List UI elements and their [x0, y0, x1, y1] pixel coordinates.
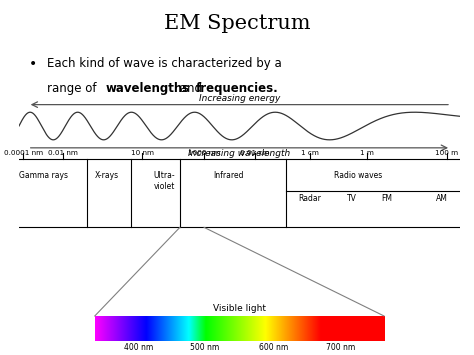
Text: Gamma rays: Gamma rays: [18, 171, 68, 180]
Text: 1 m: 1 m: [360, 150, 374, 156]
Text: range of: range of: [47, 82, 100, 95]
Text: Ultra-
violet: Ultra- violet: [154, 171, 175, 191]
Text: X-rays: X-rays: [95, 171, 119, 180]
Text: 700 nm: 700 nm: [326, 343, 355, 351]
Text: TV: TV: [347, 194, 357, 203]
Text: 0.01 nm: 0.01 nm: [48, 150, 78, 156]
Text: 10 nm: 10 nm: [131, 150, 154, 156]
Text: EM Spectrum: EM Spectrum: [164, 14, 310, 33]
Text: wavelengths: wavelengths: [105, 82, 190, 95]
Text: Each kind of wave is characterized by a: Each kind of wave is characterized by a: [47, 57, 282, 70]
Text: Increasing energy: Increasing energy: [199, 94, 280, 103]
Text: 600 nm: 600 nm: [259, 343, 289, 351]
Text: FM: FM: [382, 194, 392, 203]
Text: Increasing wavelength: Increasing wavelength: [188, 149, 291, 158]
Text: 500 nm: 500 nm: [190, 343, 219, 351]
Text: 0.01 cm: 0.01 cm: [240, 150, 270, 156]
Text: AM: AM: [436, 194, 448, 203]
Text: Radio waves: Radio waves: [334, 171, 383, 180]
Text: •: •: [28, 57, 36, 71]
Text: 1 cm: 1 cm: [301, 150, 319, 156]
Text: 1000 nm: 1000 nm: [188, 150, 220, 156]
Text: frequencies.: frequencies.: [196, 82, 279, 95]
Text: 0.0001 nm: 0.0001 nm: [4, 150, 43, 156]
Text: 400 nm: 400 nm: [124, 343, 153, 351]
Text: Infrared: Infrared: [213, 171, 244, 180]
Text: Visible light: Visible light: [213, 305, 266, 313]
Text: Radar: Radar: [299, 194, 321, 203]
Text: 100 m: 100 m: [435, 150, 458, 156]
Text: and: and: [176, 82, 206, 95]
